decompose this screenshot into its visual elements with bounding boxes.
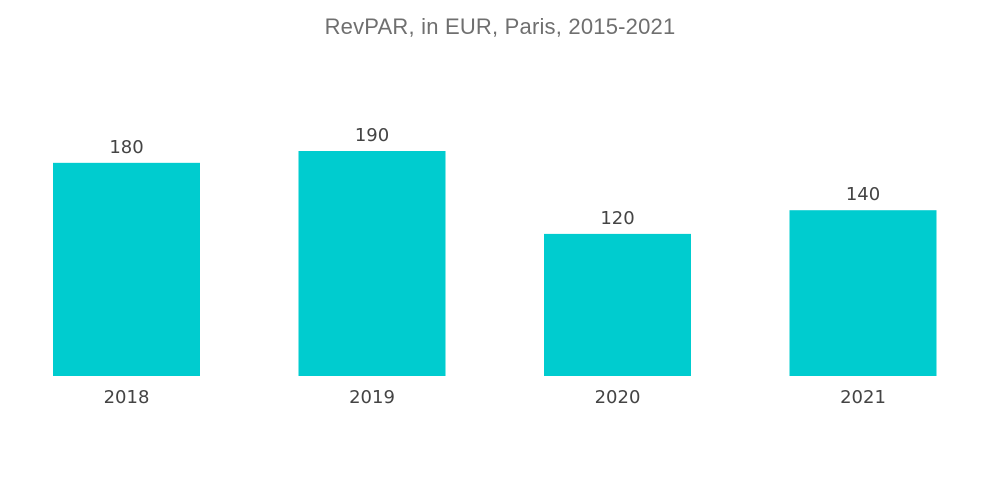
value-labels-group: 180 190 120 140 xyxy=(109,125,880,229)
value-label-2019: 190 xyxy=(355,125,389,146)
x-tick-label-2019: 2019 xyxy=(349,387,395,408)
bar-2021 xyxy=(789,210,937,376)
bars-group xyxy=(53,151,937,376)
bar-2020 xyxy=(544,233,691,376)
x-tick-label-2018: 2018 xyxy=(104,387,150,408)
x-tick-label-2021: 2021 xyxy=(840,387,886,408)
value-label-2018: 180 xyxy=(109,137,143,158)
chart-title: RevPAR, in EUR, Paris, 2015-2021 xyxy=(324,14,676,39)
x-tick-label-2020: 2020 xyxy=(595,387,641,408)
bar-2018 xyxy=(53,162,200,376)
value-label-2021: 140 xyxy=(846,184,880,205)
bar-2019 xyxy=(298,151,446,376)
x-axis-tick-labels: 2018 2019 2020 2021 xyxy=(104,387,886,408)
value-label-2020: 120 xyxy=(600,208,634,229)
